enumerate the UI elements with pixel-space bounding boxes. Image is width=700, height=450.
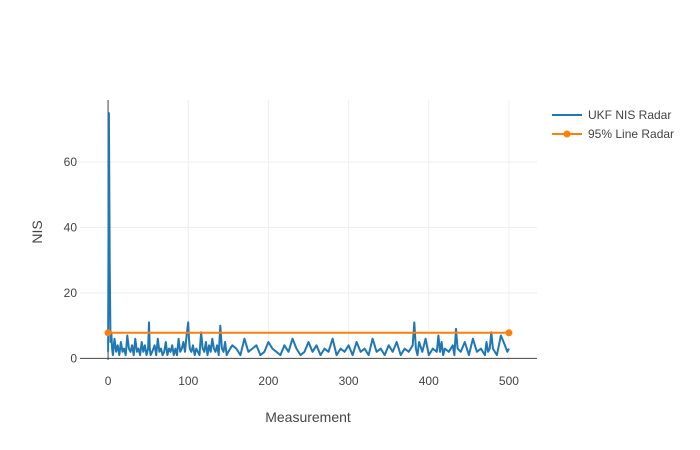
series-line-ukf-nis-radar	[107, 112, 510, 357]
legend-swatch-marker	[563, 130, 571, 138]
legend-item-95-line-radar[interactable]: 95% Line Radar	[552, 127, 674, 141]
axis-layer	[80, 100, 537, 360]
series-layer	[104, 112, 513, 357]
x-tick-label: 300	[339, 374, 359, 388]
x-tick-label: 0	[105, 374, 112, 388]
y-tick-label: 40	[64, 221, 78, 235]
y-tick-label: 20	[64, 286, 78, 300]
legend-label: UKF NIS Radar	[588, 108, 671, 122]
y-tick-label: 0	[70, 351, 77, 365]
x-tick-label: 200	[258, 374, 278, 388]
y-axis-title: NIS	[29, 220, 45, 243]
legend-item-ukf-nis-radar[interactable]: UKF NIS Radar	[552, 108, 671, 122]
x-tick-label: 100	[178, 374, 198, 388]
legend[interactable]: UKF NIS Radar 95% Line Radar	[552, 108, 674, 141]
grid-layer	[80, 100, 537, 360]
x-axis-title: Measurement	[265, 409, 351, 425]
series-marker-95-line-radar	[104, 329, 112, 337]
tick-label-layer: 0 100 200 300 400 500 0 20 40 60	[64, 155, 520, 388]
x-tick-label: 500	[499, 374, 519, 388]
x-tick-label: 400	[419, 374, 439, 388]
series-marker-95-line-radar	[505, 329, 513, 337]
legend-label: 95% Line Radar	[588, 127, 674, 141]
y-tick-label: 60	[64, 155, 78, 169]
